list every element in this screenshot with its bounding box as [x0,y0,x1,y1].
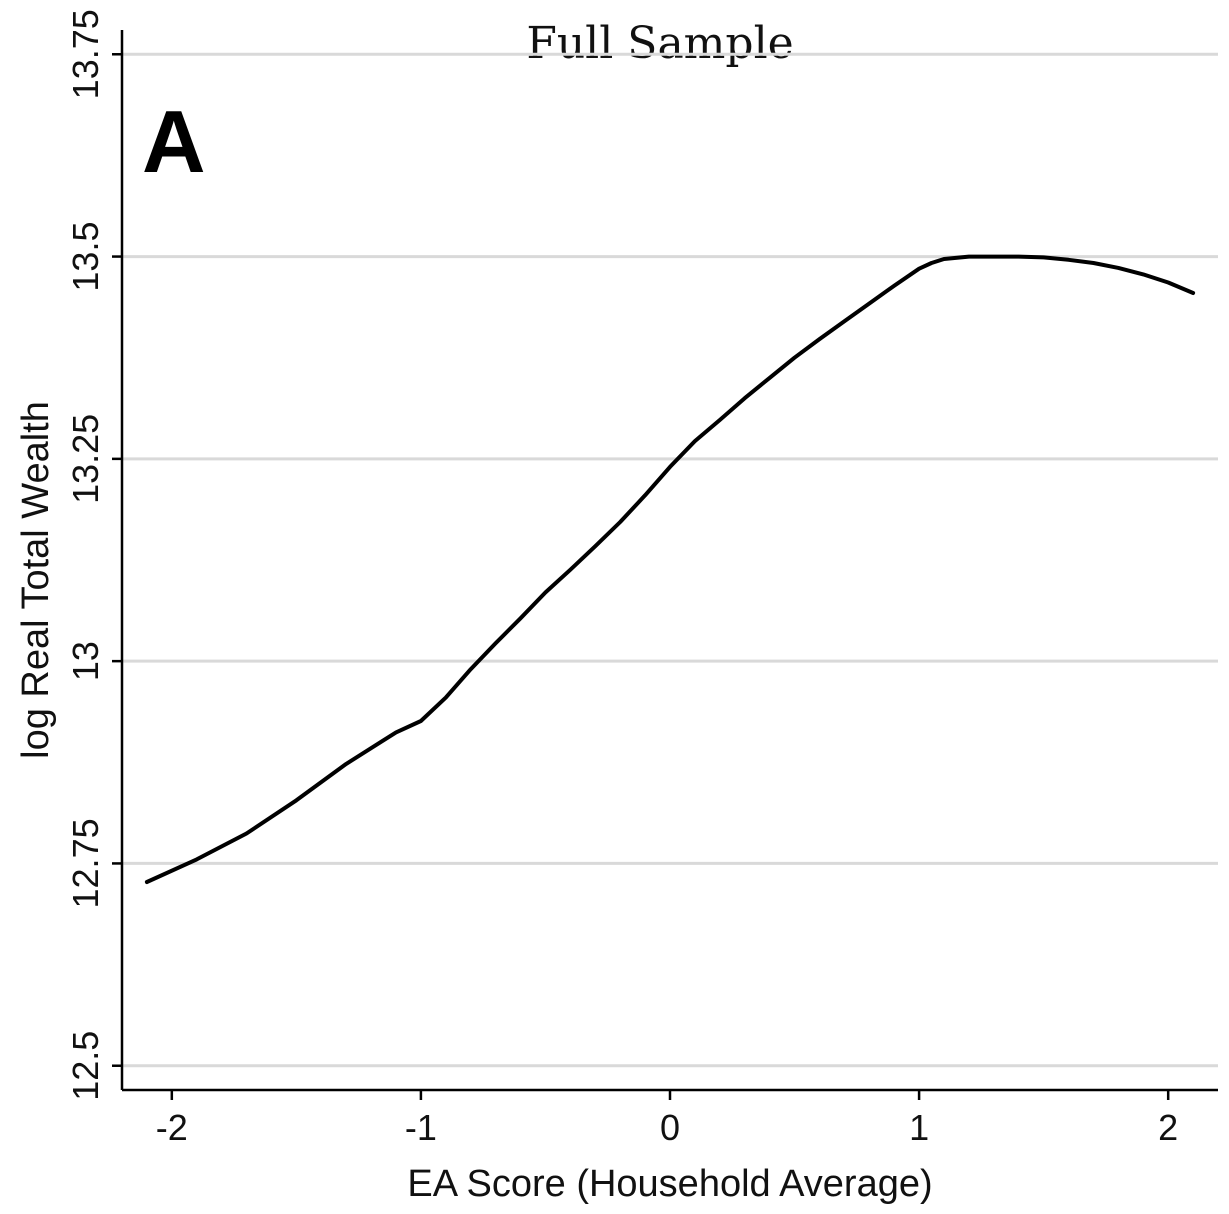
y-tick-label: 13.75 [65,9,106,99]
y-axis-label: log Real Total Wealth [15,401,57,759]
x-axis-label: EA Score (Household Average) [407,1163,932,1205]
y-tick-label: 13 [65,641,106,681]
axes: 12.5 12.75 13 13.25 13.5 13.75 -2 -1 0 1 2 [65,9,1218,1148]
x-tick-label: 1 [909,1107,929,1148]
chart-title: Full Sample [526,18,793,69]
x-tick-label: -1 [405,1107,437,1148]
gridlines [122,52,1218,1068]
x-tick-label: 0 [660,1107,680,1148]
series-line [144,254,1196,884]
y-tick-label: 13.25 [65,414,106,504]
y-tick-label: 12.5 [65,1031,106,1101]
x-tick-label: 2 [1158,1107,1178,1148]
y-tick-label: 13.5 [65,222,106,292]
y-tick-label: 12.75 [65,818,106,908]
series-layer [144,254,1196,884]
x-tick-label: -2 [156,1107,188,1148]
panel-label: A [142,92,206,191]
